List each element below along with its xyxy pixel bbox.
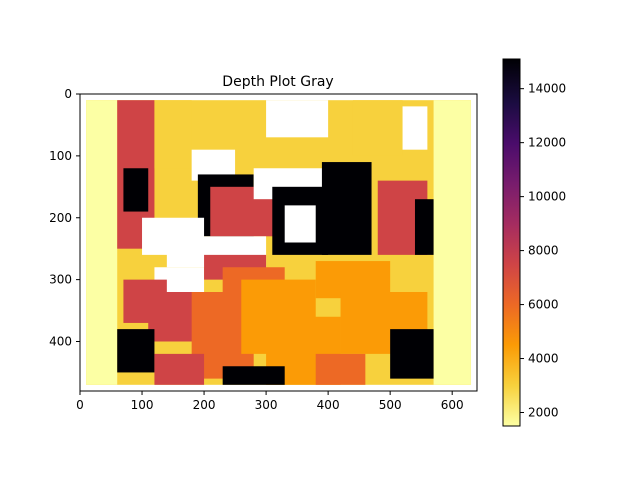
chart-title: Depth Plot Gray	[222, 74, 333, 90]
depth-region	[266, 100, 329, 138]
y-tick-label: 200	[49, 211, 72, 225]
plot-frame	[79, 93, 478, 392]
colorbar-tick-label: 14000	[528, 82, 566, 96]
colorbar-tick-label: 2000	[528, 406, 559, 420]
x-tick-label: 300	[255, 398, 278, 412]
depth-region	[321, 162, 372, 255]
depth-region	[117, 329, 155, 373]
colorbar-tick-label: 6000	[528, 298, 559, 312]
depth-region	[433, 100, 471, 385]
colorbar-tick-label: 10000	[528, 190, 566, 204]
y-tick-label: 400	[49, 335, 72, 349]
depth-region	[402, 106, 428, 150]
colorbar	[502, 58, 521, 427]
heatmap-image	[86, 100, 471, 385]
x-tick-label: 200	[193, 398, 216, 412]
depth-region	[123, 168, 149, 212]
depth-region	[390, 329, 434, 379]
depth-region	[154, 353, 205, 385]
depth-region	[154, 100, 192, 169]
depth-region	[222, 366, 285, 385]
colorbar-tick-label: 4000	[528, 352, 559, 366]
depth-region	[86, 100, 118, 385]
colorbar-tick-label: 12000	[528, 136, 566, 150]
x-tick-label: 500	[379, 398, 402, 412]
y-tick-label: 0	[64, 87, 72, 101]
x-tick-label: 0	[76, 398, 84, 412]
x-tick-label: 600	[441, 398, 464, 412]
y-axis: 0 100 200 300 400	[49, 87, 80, 349]
y-tick-label: 300	[49, 273, 72, 287]
colorbar-tick-label: 8000	[528, 244, 559, 258]
y-tick-label: 100	[49, 149, 72, 163]
depth-region	[352, 100, 403, 156]
colorbar-axis: 2000 4000 6000 8000 10000 12000 14000	[520, 82, 566, 420]
depth-region	[284, 205, 316, 243]
x-axis: 0 100 200 300 400 500 600	[76, 391, 464, 412]
depth-region	[315, 353, 366, 385]
depth-region	[414, 199, 434, 255]
x-tick-label: 400	[317, 398, 340, 412]
x-tick-label: 100	[131, 398, 154, 412]
